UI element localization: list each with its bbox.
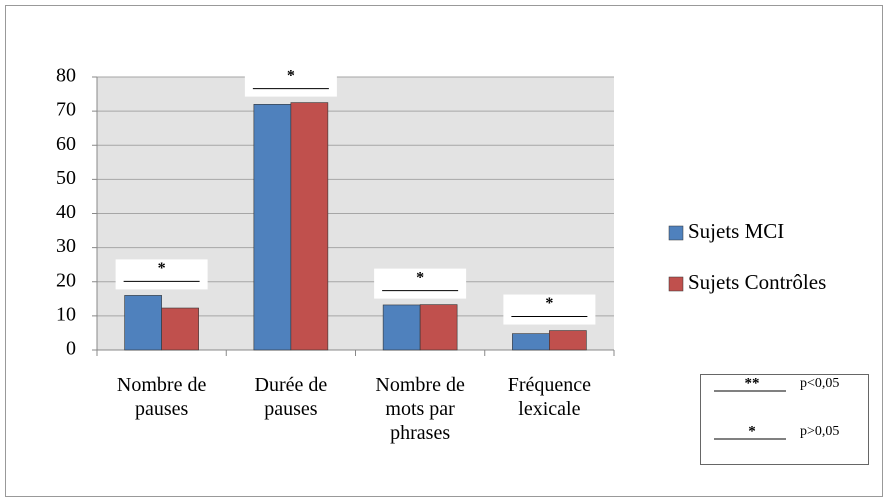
y-tick-label: 40 <box>56 201 76 223</box>
bar <box>382 304 421 351</box>
y-tick-label: 80 <box>56 65 76 87</box>
significance-label: * <box>545 295 553 312</box>
x-tick-label: Durée de pauses <box>254 374 328 420</box>
key-text: p<0,05 <box>800 376 839 391</box>
legend-label: Sujets MCI <box>688 219 784 243</box>
y-tick-label: 70 <box>56 99 76 121</box>
key-symbol: * <box>748 423 756 439</box>
y-tick-label: 60 <box>56 133 76 155</box>
legend-swatch <box>668 225 684 241</box>
y-tick-label: 50 <box>56 167 76 189</box>
y-tick-label: 10 <box>56 303 76 325</box>
key-symbol: ** <box>745 375 760 391</box>
bar <box>161 307 199 351</box>
legend-label: Sujets Contrôles <box>688 270 826 294</box>
key-text: p>0,05 <box>800 424 839 439</box>
bar <box>549 330 587 351</box>
significance-label: * <box>287 67 295 84</box>
y-tick-label: 30 <box>56 235 76 257</box>
bar <box>124 295 162 351</box>
x-tick-label: Fréquence lexicale <box>507 374 592 420</box>
bar <box>253 104 292 351</box>
significance-box <box>374 268 467 299</box>
y-tick-label: 20 <box>56 269 76 291</box>
significance-box <box>503 294 596 325</box>
significance-label: * <box>416 269 424 286</box>
y-tick-label: 0 <box>66 338 76 360</box>
significance-box <box>115 259 208 290</box>
bar <box>512 333 550 351</box>
bar <box>419 304 458 351</box>
bar <box>290 102 329 351</box>
x-tick-label: Nombre de mots par phrases <box>375 374 465 444</box>
key-box <box>700 374 869 465</box>
significance-box <box>244 66 337 97</box>
x-tick-label: Nombre de pauses <box>116 374 207 420</box>
significance-label: * <box>158 260 166 277</box>
legend-swatch <box>668 276 684 292</box>
